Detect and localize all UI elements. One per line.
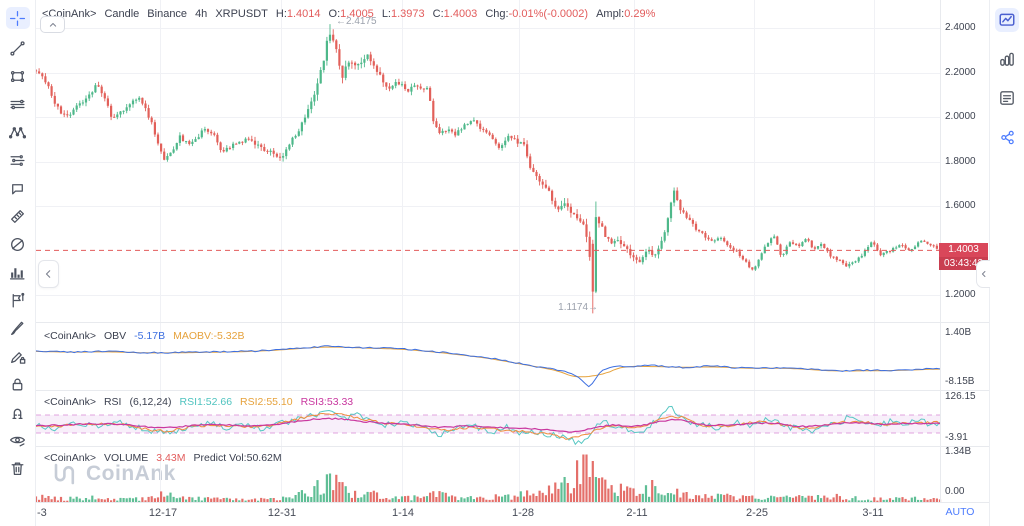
legend-item: MAOBV:-5.32B <box>173 330 245 342</box>
tool-parallel-lines-icon[interactable] <box>6 96 30 113</box>
legend-item: 4h <box>195 8 208 20</box>
legend-item: Binance <box>147 8 188 20</box>
tool-magnet-icon[interactable] <box>6 404 30 421</box>
tool-trend-line-icon[interactable] <box>6 40 30 57</box>
legend-item: Ampl:0.29% <box>596 8 656 20</box>
chevron-left-icon <box>45 270 51 278</box>
tool-bar-pattern-icon[interactable] <box>6 264 30 281</box>
legend-item: <CoinAnk> <box>44 396 96 408</box>
legend-item: H:1.4014 <box>275 8 321 20</box>
legend-item: VOLUME <box>103 452 149 464</box>
tool-xabcd-pattern-icon[interactable] <box>6 124 30 141</box>
legend-item: (6,12,24) <box>129 396 172 408</box>
main-chart-legend: <CoinAnk> Candle Binance 4h XRPUSDT H:1.4014 O… <box>42 8 663 20</box>
collapse-legend-button[interactable] <box>40 16 65 33</box>
drawing-toolbar <box>0 0 36 526</box>
legend-item: Candle <box>104 8 140 20</box>
tool-ruler-icon[interactable] <box>6 208 30 225</box>
right-panel-toolbar <box>989 0 1024 526</box>
tool-brush-icon[interactable] <box>6 320 30 337</box>
tool-callout-icon[interactable] <box>6 180 30 197</box>
last-price-value: 1.4003 <box>939 243 988 257</box>
last-price-badge: 1.4003 03:43:42 <box>939 243 988 270</box>
tool-rectangle-icon[interactable] <box>6 68 30 85</box>
panel-line-chart-panel-icon[interactable] <box>995 8 1019 32</box>
legend-item: C:1.4003 <box>432 8 478 20</box>
legend-item: XRPUSDT <box>215 8 268 20</box>
legend-item: 3.43M <box>156 452 186 464</box>
legend-item: OBV <box>103 330 127 342</box>
countdown-timer: 03:43:42 <box>939 257 988 270</box>
legend-item: O:1.4005 <box>328 8 374 20</box>
legend-item: RSI3:53.33 <box>300 396 354 408</box>
chevron-up-icon <box>49 22 56 27</box>
rsi-pane-legend: <CoinAnk> RSI (6,12,24) RSI1:52.66 RSI2:55.1… <box>44 396 361 408</box>
legend-item: RSI1:52.66 <box>179 396 233 408</box>
watermark-text: CoinAnk <box>86 462 176 485</box>
tool-crosshair-icon[interactable] <box>5 7 30 29</box>
coinank-watermark: CoinAnk <box>52 462 176 486</box>
legend-item: RSI <box>103 396 122 408</box>
legend-item: Predict Vol:50.62M <box>193 452 282 464</box>
tool-fib-retracement-icon[interactable] <box>6 152 30 169</box>
legend-item: <CoinAnk> <box>44 452 96 464</box>
legend-item: Chg:-0.01%(-0.0002) <box>485 8 589 20</box>
auto-scale-button[interactable]: AUTO <box>945 506 975 518</box>
tool-lock-icon[interactable] <box>6 376 30 393</box>
tool-flag-mark-icon[interactable] <box>6 292 30 309</box>
coinank-logo-icon <box>54 463 75 485</box>
tool-visibility-icon[interactable] <box>6 432 30 449</box>
legend-item: <CoinAnk> <box>44 330 96 342</box>
legend-item: L:1.3973 <box>381 8 425 20</box>
legend-item: RSI2:55.10 <box>240 396 293 408</box>
panel-share-icon[interactable] <box>995 125 1019 149</box>
panel-column-chart-panel-icon[interactable] <box>995 47 1019 71</box>
volume-pane-legend: <CoinAnk> VOLUME 3.43M Predict Vol:50.62M <box>44 452 290 464</box>
obv-pane-legend: <CoinAnk> OBV -5.17B MAOBV:-5.32B <box>44 330 252 342</box>
sidebar-collapse-handle[interactable] <box>976 260 990 288</box>
panel-order-list-panel-icon[interactable] <box>995 86 1019 110</box>
tool-circle-measure-icon[interactable] <box>6 236 30 253</box>
legend-item: -5.17B <box>134 330 166 342</box>
scroll-back-button[interactable] <box>38 260 59 288</box>
tool-delete-icon[interactable] <box>6 460 30 477</box>
chevron-left-icon <box>981 271 985 277</box>
tool-edit-lock-icon[interactable] <box>6 348 30 365</box>
